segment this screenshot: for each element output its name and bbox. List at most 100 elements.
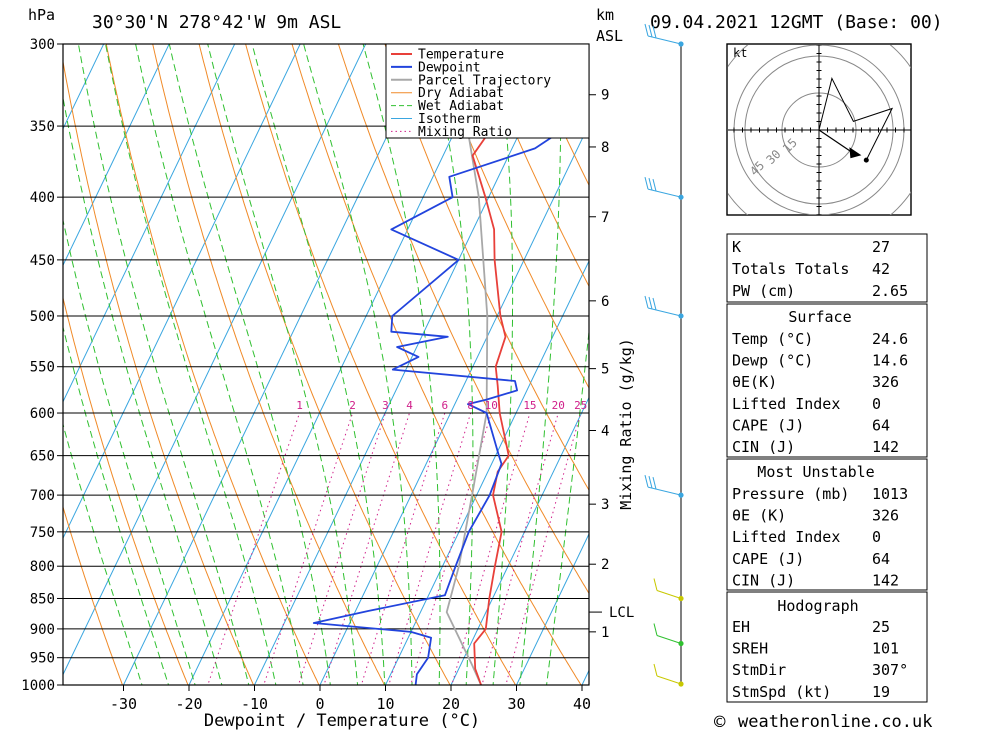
legend-box	[385, 43, 590, 139]
most-unstable-row-value: 64	[872, 550, 890, 568]
wet-adiabat-line	[63, 422, 143, 685]
mixing-ratio-labels: 1 2 3 4 6 8 10 15 20 25	[296, 399, 587, 412]
wet-adiabat-line	[546, 327, 589, 685]
most-unstable-row-label: CAPE (J)	[732, 550, 804, 568]
isotherm-line	[384, 259, 589, 685]
pressure-tick-label: 600	[30, 406, 55, 422]
legend-label: Dry Adiabat	[418, 86, 504, 101]
wind-barb-flag	[648, 24, 653, 38]
height-tick-label: 7	[601, 210, 609, 226]
legend-label: Dewpoint	[418, 60, 481, 75]
height-tick-label: 9	[601, 88, 609, 104]
legend-label: Temperature	[418, 48, 504, 63]
temperature-tick-label: 30	[507, 695, 525, 713]
hodograph-params-title: Hodograph	[777, 597, 858, 615]
temperature-axis: -30 -20 -10 0 10 20 30 40	[110, 685, 591, 713]
wind-barb-shaft	[656, 589, 682, 599]
height-tick-label: 2	[601, 557, 609, 573]
isobar-lines	[63, 44, 589, 685]
wet-adiabat-line	[63, 95, 223, 685]
wind-barb-shaft	[656, 635, 682, 644]
wet-adiabat-line	[168, 44, 331, 685]
height-tick-label: 4	[601, 423, 609, 439]
dry-adiabat-lines	[63, 0, 1000, 711]
temperature-tick-label: 20	[442, 695, 460, 713]
mixing-ratio-label: 1	[296, 399, 303, 412]
wet-adiabat-lines	[63, 44, 589, 685]
pressure-tick-label: 350	[30, 119, 55, 135]
hodograph-param-value: 307°	[872, 661, 908, 679]
surface-row-label: CAPE (J)	[732, 416, 804, 434]
wind-barb-shaft	[647, 307, 682, 317]
wind-barb-flag	[648, 296, 653, 310]
most-unstable-row-label: θE (K)	[732, 507, 786, 525]
hodograph-trace	[818, 76, 894, 161]
mixing-ratio-label: 2	[349, 399, 356, 412]
hodograph-param-label: EH	[732, 618, 750, 636]
wet-adiabat-line	[519, 44, 562, 685]
hodograph-param-label: SREH	[732, 640, 768, 658]
dry-adiabat-line	[198, 44, 451, 685]
isotherm-line	[0, 0, 9, 711]
mixing-ratio-label: 6	[441, 399, 448, 412]
mixing-ratio-line	[505, 412, 582, 685]
surface-row-label: CIN (J)	[732, 438, 795, 456]
hodograph-param-value: 101	[872, 640, 899, 658]
wet-adiabat-line	[135, 44, 304, 685]
wind-barb-flag	[648, 178, 653, 191]
most-unstable-row-value: 1013	[872, 485, 908, 503]
pressure-tick-label: 800	[30, 559, 55, 575]
dry-adiabat-line	[939, 0, 1000, 711]
most-unstable-row-label: Pressure (mb)	[732, 485, 849, 503]
surface-row-label: Lifted Index	[732, 395, 840, 413]
pressure-tick-label: 950	[30, 651, 55, 667]
hodograph-param-label: StmDir	[732, 661, 786, 679]
surface-row-value: 14.6	[872, 352, 908, 370]
most-unstable-row-label: CIN (J)	[732, 571, 795, 589]
dry-adiabat-line	[245, 44, 517, 685]
legend-label: Wet Adiabat	[418, 99, 504, 114]
mixing-ratio-line	[481, 412, 559, 685]
dry-adiabat-line	[384, 44, 589, 492]
k-index-label: K	[732, 238, 741, 256]
temperature-tick-label: -20	[175, 695, 202, 713]
height-tick-label: 3	[601, 497, 609, 513]
mixing-ratio-label: 10	[485, 399, 498, 412]
surface-row-label: Temp (°C)	[732, 330, 813, 348]
height-unit-label: km	[596, 6, 614, 24]
surface-row-value: 326	[872, 373, 899, 391]
hodograph-param-value: 19	[872, 683, 890, 701]
wet-adiabat-line	[77, 44, 250, 685]
pressure-axis: 300 350 400 450 500 550 600 650 700 750 800 850 900 9…	[21, 37, 63, 694]
footer-site-link[interactable]: weatheronline.co.uk	[738, 712, 932, 732]
wind-barb-flag	[653, 663, 658, 677]
wind-barb-flag	[653, 578, 658, 591]
pressure-tick-label: 500	[30, 309, 55, 325]
storm-motion-vector	[818, 129, 854, 154]
dry-adiabat-line	[291, 44, 582, 685]
wet-adiabat-line	[251, 44, 386, 685]
pressure-tick-label: 650	[30, 449, 55, 465]
pressure-tick-label: 300	[30, 37, 55, 53]
wet-adiabat-line	[492, 44, 514, 685]
surface-row-label: θE(K)	[732, 373, 777, 391]
height-tick-label: 1	[601, 625, 609, 641]
dewpoint-line	[312, 44, 570, 685]
pressure-tick-label: 700	[30, 488, 55, 504]
surface-row-value: 64	[872, 416, 890, 434]
dry-adiabat-line	[63, 59, 255, 685]
parameter-tables: K 27 Totals Totals 42 PW (cm) 2.65 Surface Temp…	[726, 233, 928, 703]
mixing-ratio-line	[263, 412, 354, 685]
most-unstable-table	[726, 458, 928, 591]
isotherm-line	[63, 44, 301, 540]
wet-adiabat-line	[63, 325, 170, 685]
datetime-title: 09.04.2021 12GMT (Base: 00)	[650, 12, 943, 33]
wind-barb-shaft	[647, 188, 682, 198]
surface-row-value: 142	[872, 438, 899, 456]
pressure-tick-label: 900	[30, 622, 55, 638]
isotherm-line	[450, 396, 589, 685]
dry-adiabat-line	[63, 295, 189, 685]
mixing-ratio-label: 15	[523, 399, 536, 412]
pressure-tick-label: 550	[30, 360, 55, 376]
isotherm-line	[319, 123, 589, 685]
